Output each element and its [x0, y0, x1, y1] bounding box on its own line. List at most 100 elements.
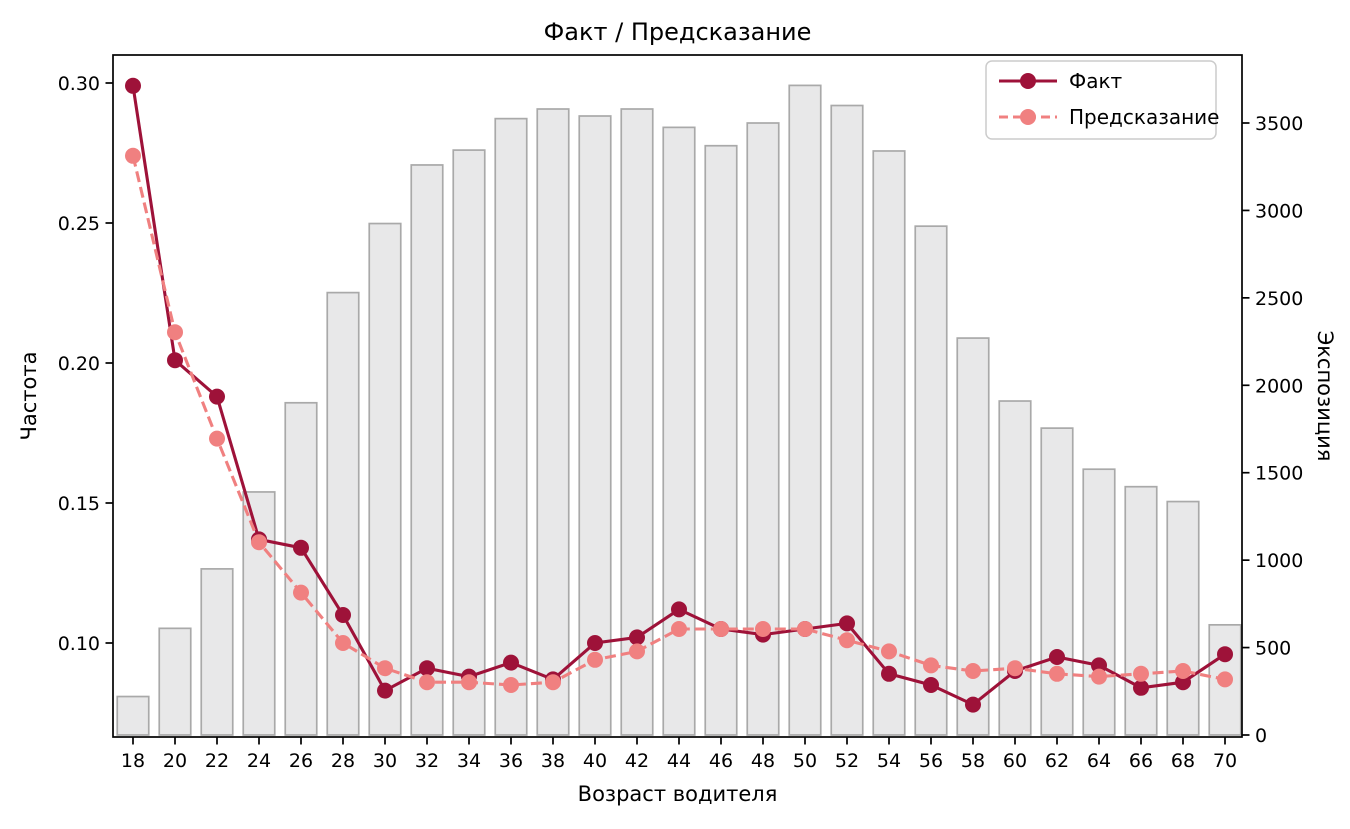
x-tick-label: 36 — [499, 750, 523, 772]
legend: Факт Предсказание — [985, 60, 1219, 140]
exposure-bar — [998, 400, 1032, 736]
data-marker-pred — [1007, 660, 1023, 677]
exposure-bar — [536, 108, 570, 736]
data-marker-pred — [251, 534, 267, 551]
exposure-bar — [116, 695, 150, 736]
data-marker-fact — [1133, 679, 1149, 696]
x-tick-label: 18 — [121, 750, 145, 772]
data-marker-pred — [629, 643, 645, 660]
exposure-bar — [200, 568, 234, 736]
axes-ticks: 18 20 22 24 26 28 30 32 34 36 38 40 42 44 46 48 50 52 54 56… — [58, 73, 1304, 772]
x-tick-label: 56 — [919, 750, 943, 772]
data-marker-fact — [293, 539, 309, 556]
data-marker-pred — [755, 621, 771, 637]
data-marker-fact — [629, 629, 645, 646]
x-tick-label: 42 — [625, 750, 649, 772]
exposure-bar — [746, 122, 780, 736]
x-tick-label: 66 — [1129, 750, 1153, 772]
x-tick-label: 70 — [1213, 750, 1237, 772]
exposure-bar — [1040, 427, 1074, 736]
x-tick-label: 50 — [793, 750, 817, 772]
exposure-bar — [494, 117, 528, 736]
data-marker-pred — [1217, 671, 1233, 688]
exposure-bar — [704, 144, 738, 736]
x-tick-label: 34 — [457, 750, 481, 772]
data-marker-fact — [1091, 657, 1107, 674]
data-marker-fact — [335, 607, 351, 623]
exposure-bar — [452, 149, 486, 736]
data-marker-pred — [839, 632, 855, 649]
x-tick-label: 52 — [835, 750, 859, 772]
data-marker-pred — [545, 674, 561, 691]
y-axis-label-right: Экспозиция — [1313, 331, 1337, 462]
data-marker-fact — [965, 696, 981, 713]
y-axis-label-left: Частота — [17, 352, 41, 441]
y-left-tick-label: 0.25 — [58, 213, 100, 235]
y-right-tick-label: 2500 — [1255, 288, 1303, 310]
data-marker-pred — [965, 663, 981, 679]
x-tick-label: 54 — [877, 750, 901, 772]
data-marker-pred — [167, 324, 183, 341]
data-marker-fact — [377, 682, 393, 699]
data-marker-fact — [209, 388, 225, 405]
x-tick-label: 60 — [1003, 750, 1027, 772]
data-marker-fact — [881, 665, 897, 682]
data-marker-fact — [671, 601, 687, 618]
data-marker-pred — [125, 147, 141, 164]
x-tick-label: 46 — [709, 750, 733, 772]
exposure-bars — [116, 84, 1242, 736]
data-marker-pred — [1091, 668, 1107, 685]
data-marker-pred — [923, 657, 939, 674]
y-left-tick-label: 0.30 — [58, 73, 100, 95]
data-marker-pred — [377, 660, 393, 677]
data-marker-fact — [503, 654, 519, 671]
data-marker-fact — [923, 677, 939, 693]
y-left-tick-label: 0.10 — [58, 633, 100, 655]
x-tick-label: 38 — [541, 750, 565, 772]
y-right-tick-label: 500 — [1255, 638, 1291, 660]
legend-label-pred: Предсказание — [1069, 105, 1219, 129]
y-left-tick-label: 0.15 — [58, 493, 100, 515]
x-tick-label: 68 — [1171, 750, 1195, 772]
y-right-tick-label: 1000 — [1255, 550, 1303, 572]
x-tick-label: 32 — [415, 750, 439, 772]
exposure-bar — [1082, 468, 1116, 736]
x-tick-label: 40 — [583, 750, 607, 772]
x-tick-label: 28 — [331, 750, 355, 772]
exposure-bar — [872, 150, 906, 736]
data-marker-pred — [419, 674, 435, 691]
exposure-bar — [1124, 485, 1158, 736]
data-marker-fact — [419, 660, 435, 677]
plot-frame — [112, 54, 1243, 738]
x-tick-label: 58 — [961, 750, 985, 772]
legend-marker-pred — [1020, 109, 1036, 125]
data-marker-fact — [1049, 649, 1065, 665]
exposure-bar — [326, 291, 360, 736]
x-axis-label: Возраст водителя — [578, 782, 778, 806]
data-marker-fact — [839, 615, 855, 632]
exposure-bar — [830, 104, 864, 736]
x-tick-label: 44 — [667, 750, 691, 772]
data-marker-pred — [209, 430, 225, 447]
data-marker-pred — [1175, 663, 1191, 679]
data-marker-fact — [587, 635, 603, 651]
exposure-bar — [578, 115, 612, 736]
y-right-tick-label: 0 — [1255, 725, 1267, 747]
data-marker-fact — [125, 77, 141, 94]
x-tick-label: 26 — [289, 750, 313, 772]
data-marker-pred — [881, 643, 897, 660]
y-right-tick-label: 3000 — [1255, 200, 1303, 222]
x-tick-label: 30 — [373, 750, 397, 772]
exposure-bar — [284, 401, 318, 736]
data-marker-pred — [335, 635, 351, 651]
exposure-bar — [410, 164, 444, 736]
data-marker-pred — [587, 651, 603, 668]
data-marker-pred — [1133, 665, 1149, 682]
data-marker-pred — [797, 621, 813, 637]
x-tick-label: 62 — [1045, 750, 1069, 772]
chart-title: Факт / Предсказание — [544, 18, 812, 46]
data-marker-pred — [503, 677, 519, 693]
data-marker-pred — [461, 674, 477, 691]
exposure-bar — [914, 225, 948, 736]
